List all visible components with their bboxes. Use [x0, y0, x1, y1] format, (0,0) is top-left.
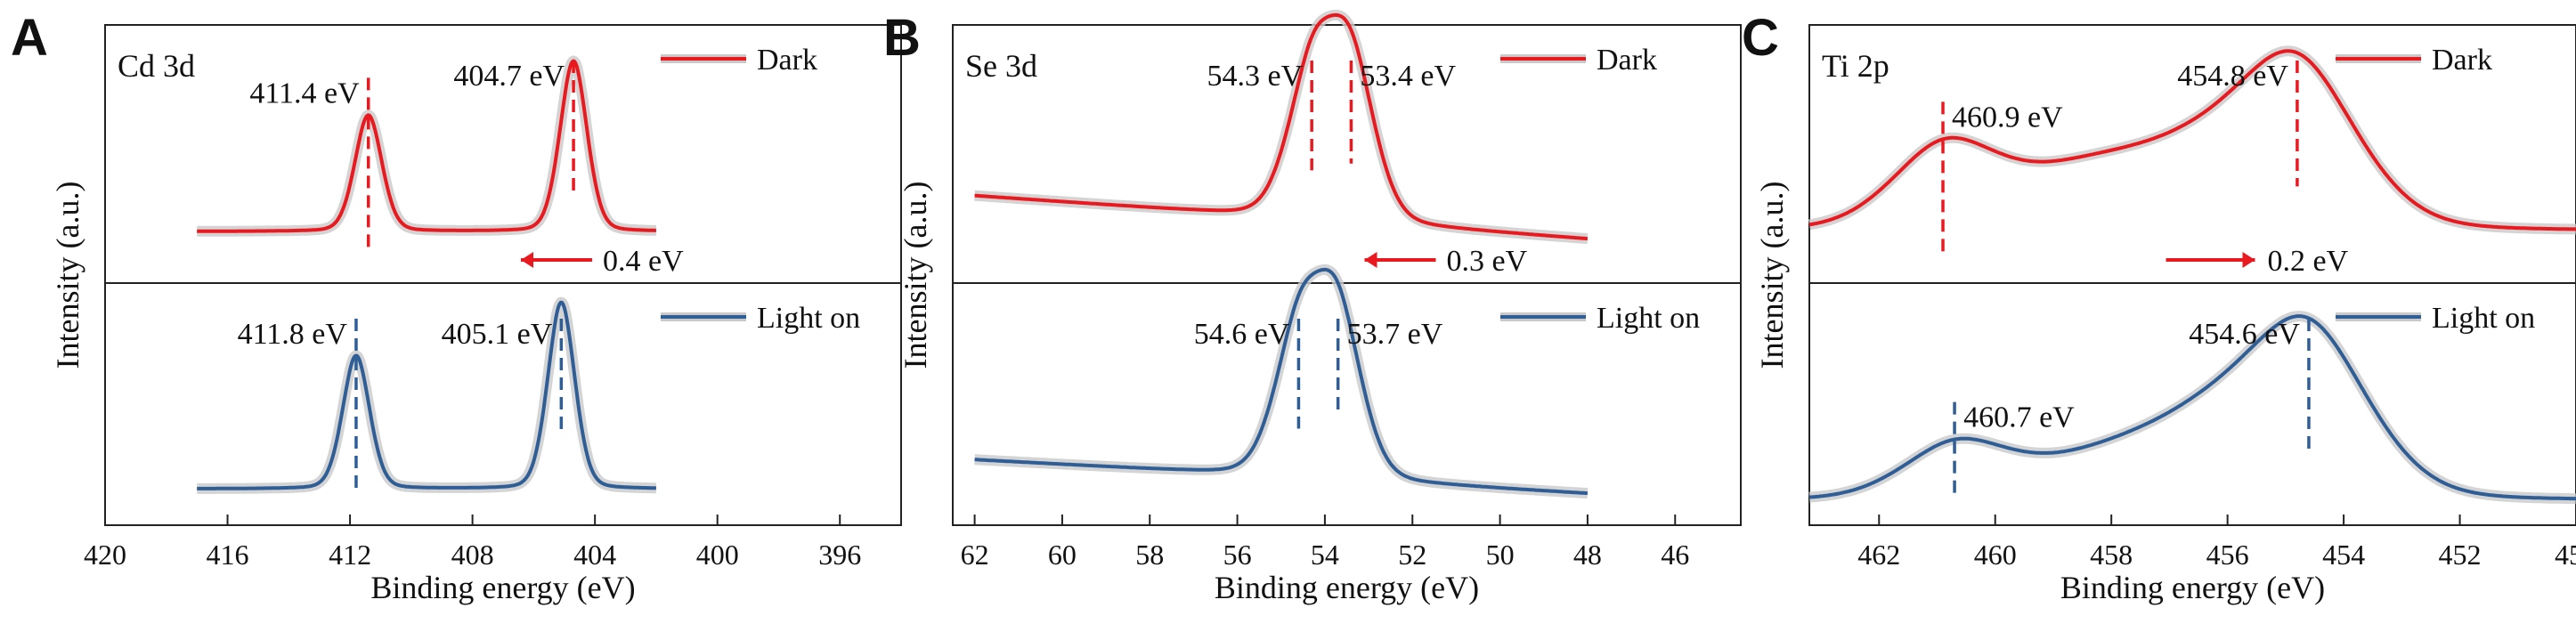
x-tick-label: 60 [1048, 539, 1077, 571]
peak-label: 54.6 eV [1194, 318, 1290, 351]
legend-label: Dark [1597, 44, 1657, 77]
shift-label: 0.3 eV [1447, 245, 1528, 278]
shift-arrow-head [1364, 252, 1377, 268]
panel-letter: A [11, 9, 48, 67]
plot-frame [1808, 24, 2576, 526]
peak-label: 460.9 eV [1952, 101, 2063, 134]
series-line-dark [196, 59, 657, 233]
series-line-dark [1808, 49, 2576, 231]
x-tick-label: 396 [818, 539, 861, 571]
peak-label: 411.4 eV [249, 77, 360, 109]
series-line-light-on [196, 300, 657, 490]
series-shadow [971, 263, 1592, 499]
x-tick-label: 452 [2439, 539, 2482, 571]
panel-letter: B [883, 9, 921, 67]
shift-label: 0.4 eV [603, 245, 684, 278]
x-tick-label: 420 [84, 539, 126, 571]
x-tick-label: 404 [573, 539, 616, 571]
x-tick-label: 460 [1974, 539, 2017, 571]
x-tick-label: 462 [1857, 539, 1900, 571]
element-title: Ti 2p [1822, 48, 1889, 84]
x-tick-label: 58 [1135, 539, 1164, 571]
peak-label: 54.3 eV [1207, 60, 1304, 93]
panel-a: A 420 416 412 408 404 400 396 Binding energy (eV… [11, 9, 902, 605]
x-tick-label: 48 [1573, 539, 1602, 571]
x-tick-label: 450 [2555, 539, 2576, 571]
legend-label: Dark [757, 44, 817, 77]
peak-label: 411.8 eV [238, 318, 348, 351]
y-axis-label: Intensity (a.u.) [898, 182, 933, 369]
panel-c: C 462 460 458 456 454 452 450 Binding energy (eV… [1742, 9, 2576, 605]
x-tick-label: 416 [207, 539, 249, 571]
x-tick-label: 456 [2206, 539, 2249, 571]
x-tick-label: 50 [1486, 539, 1515, 571]
peak-label: 460.7 eV [1963, 401, 2075, 434]
x-tick-label: 62 [961, 539, 989, 571]
plot-frame [104, 24, 902, 526]
x-tick-label: 408 [451, 539, 494, 571]
x-tick-label: 56 [1223, 539, 1252, 571]
x-axis-label: Binding energy (eV) [370, 570, 635, 605]
y-axis-label: Intensity (a.u.) [1754, 182, 1790, 369]
element-title: Se 3d [965, 48, 1037, 84]
plot-frame [952, 24, 1742, 526]
shift-arrow-head [521, 252, 533, 268]
y-axis-label: Intensity (a.u.) [50, 182, 85, 369]
legend-label: Light on [2432, 302, 2535, 335]
series-line-light-on [1808, 314, 2576, 501]
x-tick-label: 454 [2322, 539, 2365, 571]
peak-label: 53.7 eV [1347, 318, 1443, 351]
shift-arrow-head [2242, 252, 2255, 268]
element-title: Cd 3d [118, 48, 195, 84]
x-axis-label: Binding energy (eV) [1215, 570, 1479, 605]
x-axis-label: Binding energy (eV) [2060, 570, 2325, 605]
legend-label: Dark [2432, 44, 2492, 77]
series-shadow [971, 9, 1592, 245]
x-tick-label: 458 [2090, 539, 2133, 571]
peak-label: 404.7 eV [453, 60, 565, 93]
peak-label: 454.8 eV [2177, 60, 2288, 93]
peak-label: 405.1 eV [442, 318, 553, 351]
x-tick-label: 412 [329, 539, 371, 571]
series-line-dark [974, 12, 1589, 241]
legend-label: Light on [757, 302, 860, 335]
peak-label: 53.4 eV [1360, 60, 1456, 93]
panel-b: B 62 60 58 56 54 52 50 48 46 Binding energy (eV) In… [883, 9, 1742, 605]
panel-letter: C [1742, 9, 1779, 67]
legend-label: Light on [1597, 302, 1700, 335]
x-tick-label: 46 [1661, 539, 1689, 571]
series-line-light-on [974, 267, 1589, 496]
x-tick-label: 54 [1311, 539, 1339, 571]
x-tick-label: 52 [1398, 539, 1426, 571]
shift-label: 0.2 eV [2268, 245, 2349, 278]
x-tick-label: 400 [696, 539, 739, 571]
peak-label: 454.6 eV [2189, 318, 2300, 351]
